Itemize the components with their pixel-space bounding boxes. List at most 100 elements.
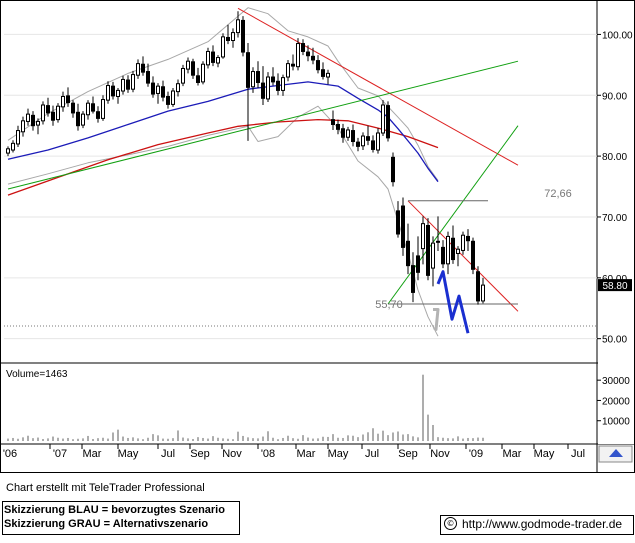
candle-body	[441, 246, 445, 265]
legend-blue-scenario: Skizzierung BLAU = bevorzugtes Szenario	[4, 504, 225, 516]
time-axis: '06 '07 Mar May Jul Sep Nov '08 Mar May Jul Sep Nov '…	[0, 444, 633, 463]
candle-body	[181, 67, 185, 84]
candle-body	[461, 234, 465, 251]
candle-body	[31, 114, 35, 127]
price-tick-label: 100.00	[602, 30, 633, 41]
candle-body	[51, 111, 55, 121]
website-link[interactable]: http://www.godmode-trader.de	[462, 517, 623, 531]
candle-body	[81, 113, 85, 126]
candle-body	[26, 113, 30, 122]
chart-frame	[0, 0, 635, 473]
grid-lines	[4, 33, 597, 340]
volume-panel: Volume=1463 10000 20000 30000	[6, 369, 630, 441]
candle-body	[351, 130, 355, 143]
candle-body	[331, 119, 335, 125]
candle-body	[481, 284, 485, 302]
candle-body	[426, 224, 430, 276]
candle-body	[276, 80, 280, 91]
candle-body	[316, 60, 320, 71]
candle-body	[171, 90, 175, 105]
annotation-72-66: 72,66	[544, 188, 572, 200]
candle-body	[161, 86, 165, 98]
candle-body	[11, 142, 15, 151]
candle-body	[236, 19, 240, 34]
candle-body	[416, 255, 420, 273]
time-tick-label: '06	[3, 448, 17, 460]
current-price-label: 58.80	[602, 281, 627, 292]
price-tick-label: 80.00	[602, 152, 627, 163]
candle-body	[56, 105, 60, 121]
time-tick-label: '07	[53, 448, 67, 460]
candle-body	[96, 111, 100, 119]
candlestick-series	[6, 11, 485, 305]
time-tick-label: '08	[261, 448, 275, 460]
candle-body	[121, 78, 125, 92]
candle-body	[431, 242, 435, 269]
price-tick-label: 50.00	[602, 335, 627, 346]
candle-body	[241, 19, 245, 53]
bollinger-upper-band	[7, 7, 439, 181]
candle-body	[101, 99, 105, 119]
candle-body	[6, 148, 10, 154]
candle-body	[366, 136, 370, 141]
candle-body	[336, 123, 340, 130]
candle-body	[361, 135, 365, 147]
candle-body	[446, 235, 450, 265]
candle-body	[221, 36, 225, 58]
time-tick-label: Jul	[571, 448, 585, 460]
candle-body	[471, 240, 475, 270]
trend-lines	[7, 7, 519, 312]
candle-body	[46, 105, 50, 114]
candle-body	[376, 132, 380, 151]
candle-body	[436, 240, 440, 243]
candle-body	[36, 120, 40, 126]
time-tick-label: Nov	[430, 448, 450, 460]
current-price-box	[598, 279, 632, 292]
candle-body	[396, 210, 400, 235]
trendline-resistance-long	[237, 7, 519, 166]
time-tick-label: May	[328, 448, 349, 460]
candle-body	[136, 63, 140, 76]
candle-body	[406, 240, 410, 267]
candle-body	[21, 120, 25, 133]
candle-body	[421, 223, 425, 250]
candle-body	[301, 43, 305, 52]
candle-body	[231, 32, 235, 42]
scroll-arrow-icon	[609, 449, 623, 457]
candle-body	[291, 63, 295, 67]
candle-body	[296, 43, 300, 68]
url-box[interactable]	[440, 515, 634, 535]
moving-average-50-line	[7, 81, 439, 183]
time-tick-label: Mar	[297, 448, 316, 460]
candle-body	[271, 76, 275, 83]
candle-body	[106, 85, 110, 101]
candle-body	[391, 156, 395, 183]
candle-body	[156, 85, 160, 94]
candle-body	[381, 104, 385, 134]
candle-body	[176, 83, 180, 93]
candle-body	[91, 103, 95, 112]
annotations: 72,66 55,70	[375, 188, 572, 311]
candle-body	[256, 71, 260, 83]
candle-body	[71, 102, 75, 114]
chart-credit: Chart erstellt mit TeleTrader Profession…	[6, 482, 205, 494]
price-tick-label: 70.00	[602, 213, 627, 224]
candle-body	[466, 235, 470, 242]
copyright-icon: ©	[444, 517, 457, 530]
candle-body	[451, 237, 455, 261]
candle-body	[371, 140, 375, 150]
candle-body	[346, 129, 350, 138]
candle-body	[306, 51, 310, 57]
candle-body	[41, 104, 45, 122]
time-tick-label: Jul	[161, 448, 175, 460]
scenario-sketches	[432, 270, 470, 334]
candle-body	[266, 76, 270, 100]
candle-body	[151, 82, 155, 95]
time-tick-label: Sep	[190, 448, 210, 460]
candle-body	[326, 72, 330, 78]
candle-body	[166, 95, 170, 105]
volume-tick-label: 20000	[602, 396, 630, 407]
volume-title: Volume=1463	[6, 369, 68, 380]
trendline-support-long	[7, 60, 519, 190]
